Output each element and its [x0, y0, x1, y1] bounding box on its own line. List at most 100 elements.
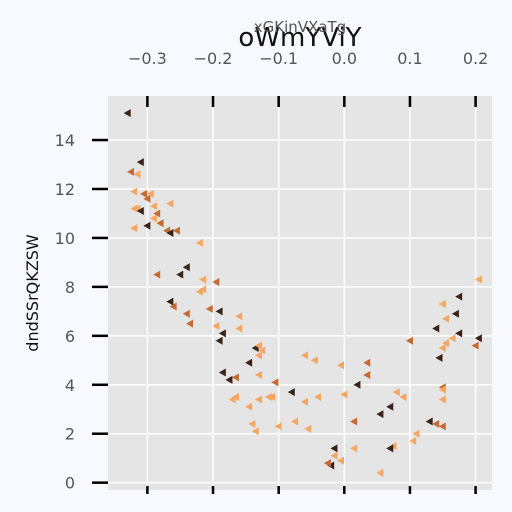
data-points [123, 109, 482, 477]
data-point [350, 417, 358, 426]
y-tick-label: 4 [65, 376, 75, 395]
data-point [235, 324, 243, 333]
data-point [412, 429, 420, 438]
data-point [330, 451, 338, 460]
y-tick-label: 8 [65, 278, 75, 297]
data-point [300, 397, 308, 406]
data-point [169, 302, 177, 311]
data-point [205, 304, 213, 313]
data-point [474, 334, 482, 343]
x-tick-label: −0.3 [128, 49, 167, 68]
y-axis-label: dndSSrQKZSW [23, 234, 42, 352]
data-point [123, 109, 131, 118]
data-point [455, 292, 463, 301]
data-point [291, 417, 299, 426]
y-tick-label: 2 [65, 425, 75, 444]
chart-title: oWmYViY [238, 23, 361, 53]
data-point [438, 385, 446, 394]
data-point [143, 194, 151, 203]
data-point [310, 356, 318, 365]
data-point [300, 351, 308, 360]
data-point [254, 370, 262, 379]
data-point [399, 393, 407, 402]
data-point [337, 456, 345, 465]
data-point [386, 402, 394, 411]
data-point [232, 393, 239, 402]
y-tick-label: 12 [55, 180, 75, 199]
data-point [248, 419, 256, 428]
data-point [199, 275, 207, 284]
data-point [136, 158, 144, 167]
x-tick-label: 0.1 [397, 49, 422, 68]
data-point [212, 277, 220, 286]
data-point [268, 393, 276, 402]
data-point [392, 388, 400, 397]
x-axis-label: xGKinVXaTg [254, 18, 346, 36]
data-point [254, 351, 262, 360]
data-point [153, 209, 161, 218]
data-point [337, 361, 345, 370]
data-point [153, 270, 161, 279]
data-point [215, 336, 223, 345]
data-point [245, 358, 253, 367]
data-point [166, 199, 174, 208]
data-point [340, 390, 348, 399]
data-point [254, 395, 262, 404]
data-point [172, 226, 180, 235]
data-point [409, 437, 417, 446]
data-point [195, 238, 203, 247]
data-point [235, 312, 243, 321]
data-point [471, 341, 479, 350]
data-point [258, 346, 266, 355]
data-point [350, 444, 358, 453]
data-point [425, 417, 433, 426]
data-point [149, 214, 157, 223]
data-point [140, 189, 148, 198]
data-point [182, 309, 190, 318]
data-point [455, 329, 463, 338]
data-point [438, 344, 446, 353]
data-point [363, 370, 371, 379]
data-point [376, 468, 384, 477]
data-point [353, 380, 361, 389]
data-point [133, 170, 141, 179]
data-point [448, 334, 456, 343]
data-point [130, 187, 138, 196]
data-point [435, 353, 443, 362]
data-point [376, 410, 384, 419]
data-point [176, 270, 184, 279]
data-point [215, 307, 223, 316]
data-point [186, 319, 194, 328]
axis-ticks: −0.3 −0.2 −0.1 0.0 0.1 0.2 0 2 4 6 8 10 12 14 [55, 49, 488, 494]
data-point [274, 422, 282, 431]
data-point [438, 300, 446, 309]
x-tick-label: 0.0 [332, 49, 357, 68]
x-tick-label: −0.1 [259, 49, 298, 68]
data-point [149, 202, 157, 211]
data-point [442, 314, 450, 323]
data-point [136, 207, 144, 216]
data-point [245, 402, 253, 411]
data-point [363, 358, 371, 367]
y-tick-label: 10 [55, 229, 75, 248]
data-point [330, 444, 338, 453]
data-point [323, 459, 331, 468]
y-tick-label: 0 [65, 474, 75, 493]
y-tick-label: 6 [65, 327, 75, 346]
data-point [405, 336, 413, 345]
grid [108, 96, 492, 490]
x-tick-label: −0.2 [194, 49, 233, 68]
data-point [314, 393, 322, 402]
data-point [126, 167, 134, 176]
y-tick-label: 14 [55, 131, 75, 150]
data-point [287, 388, 295, 397]
data-point [438, 395, 446, 404]
data-point [254, 341, 262, 350]
data-point [146, 189, 154, 198]
data-point [432, 419, 440, 428]
data-point [199, 285, 207, 294]
data-point [212, 322, 220, 331]
data-point [225, 375, 233, 384]
x-tick-label: 0.2 [463, 49, 488, 68]
